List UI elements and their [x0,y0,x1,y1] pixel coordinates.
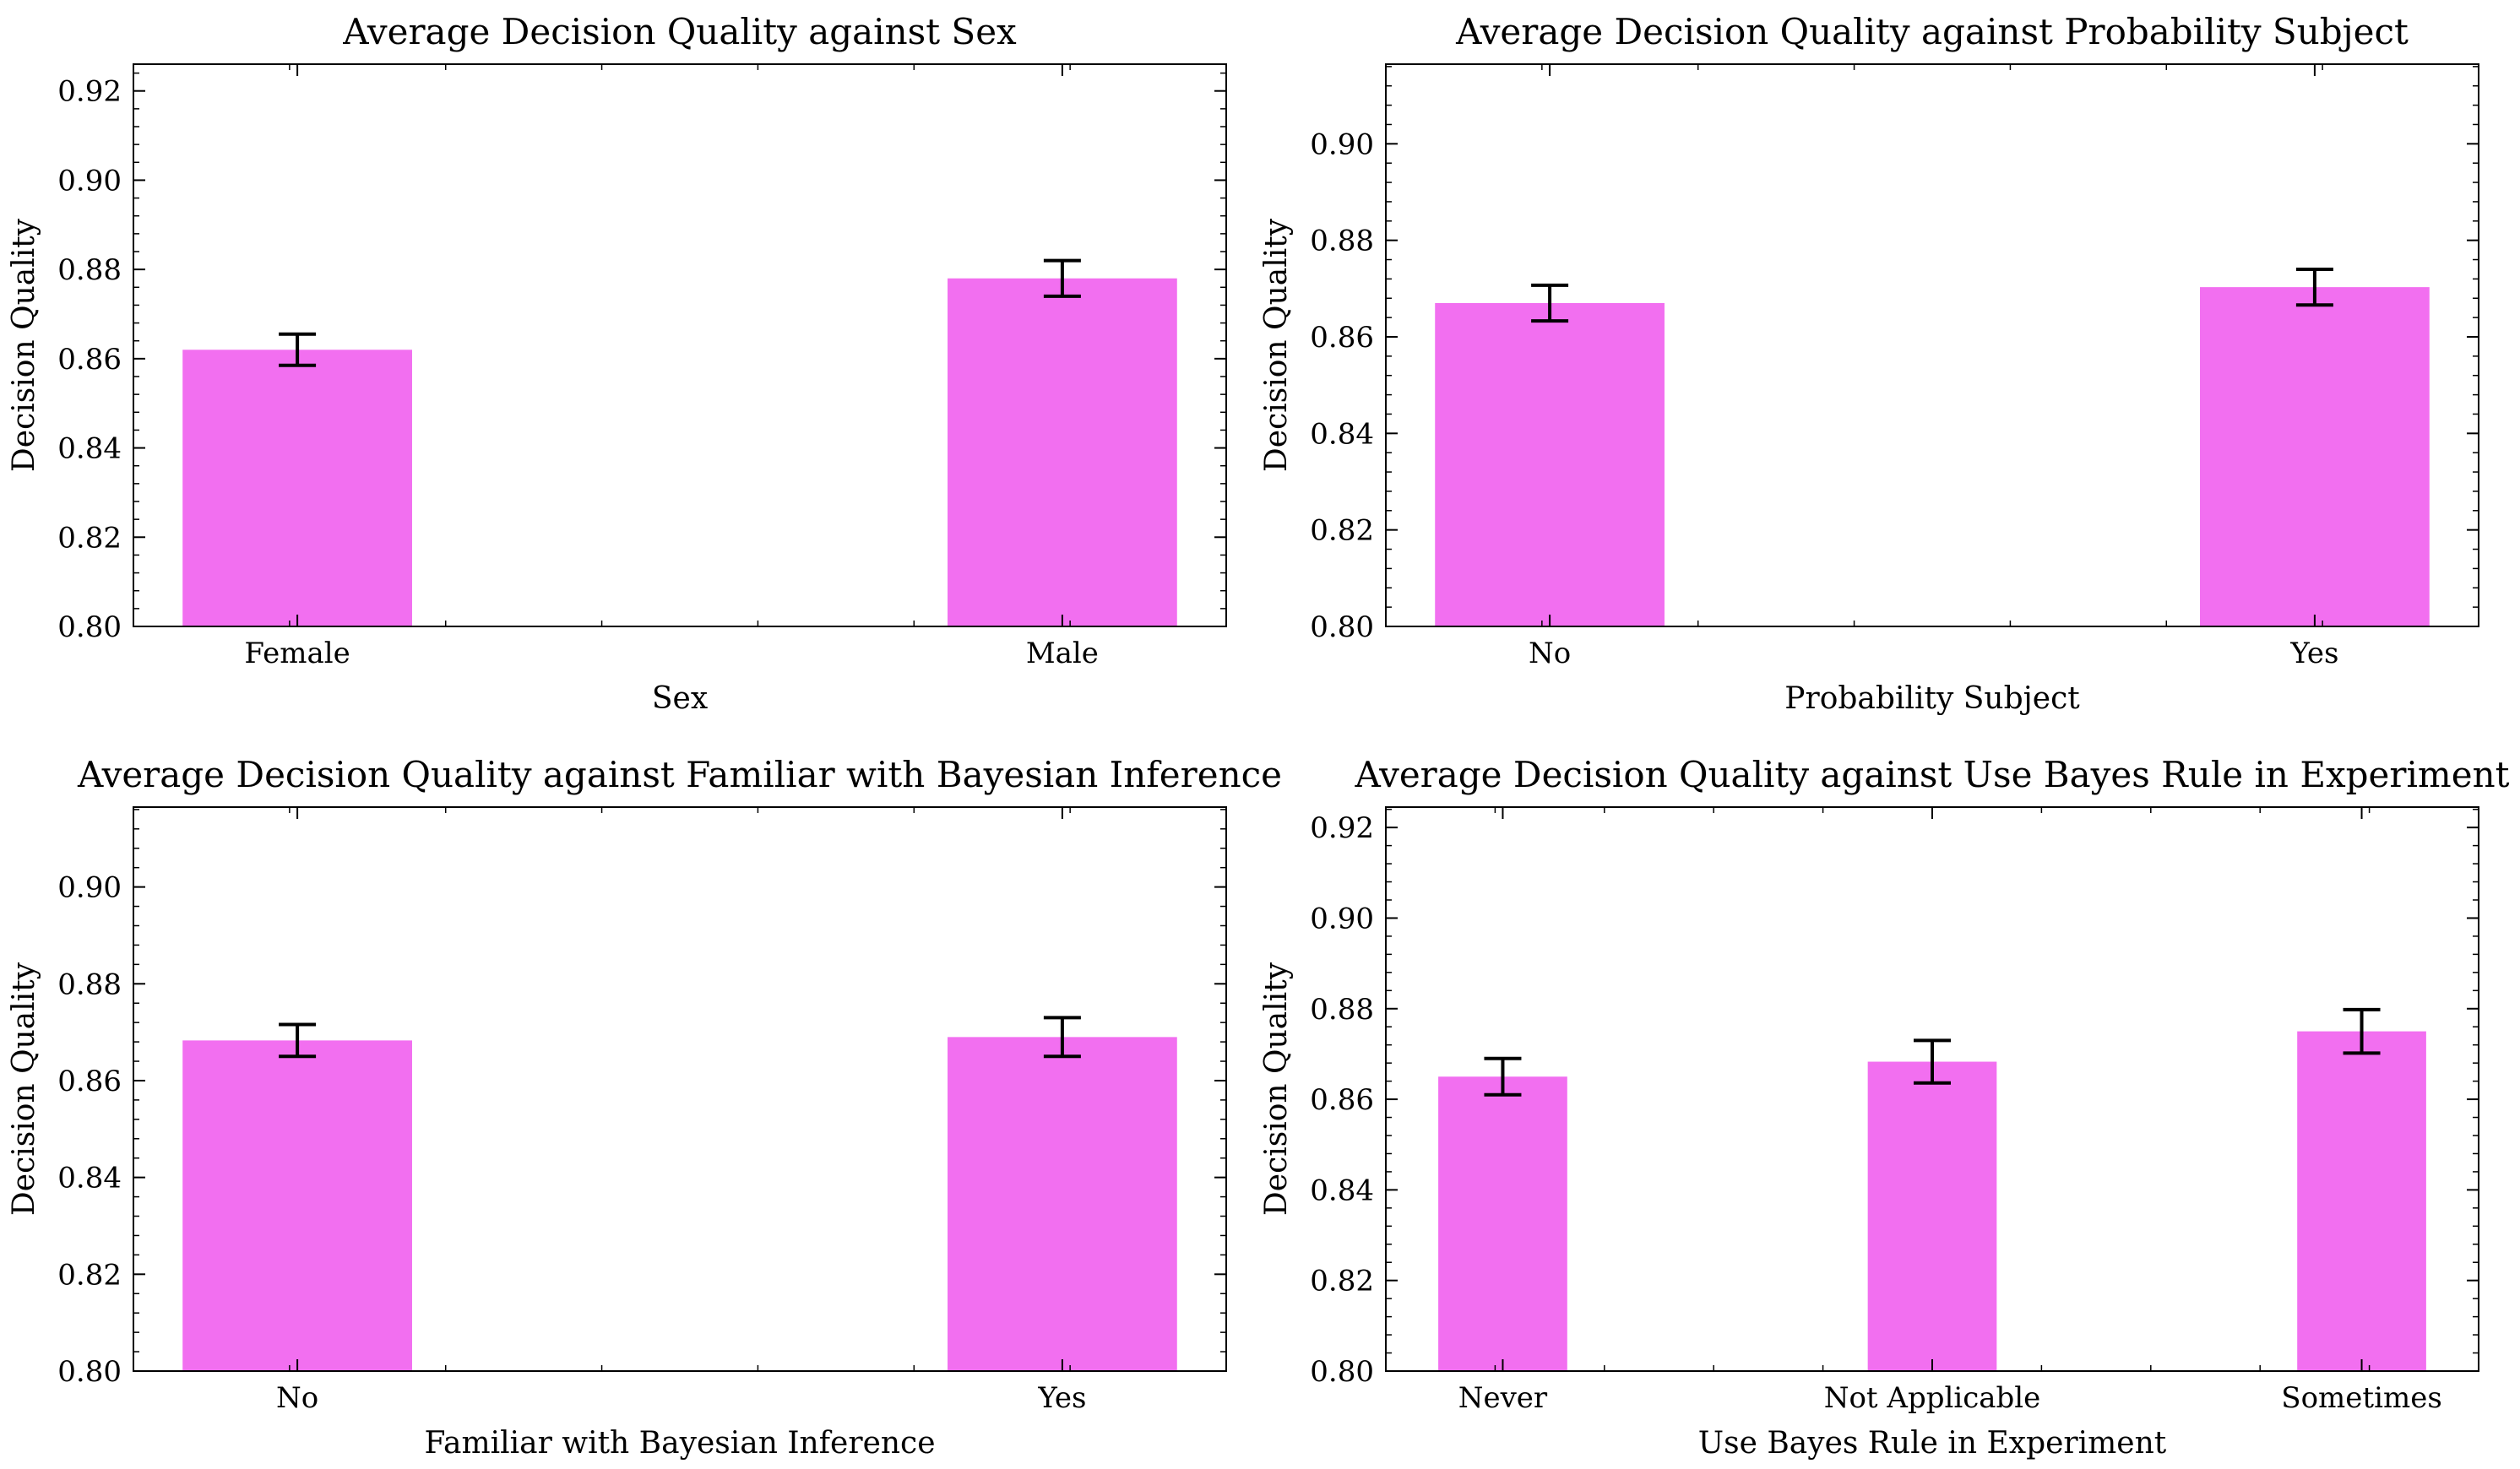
bar-no [182,1040,412,1371]
error-bar [1484,1056,1522,1097]
y-tick-label: 0.82 [1310,514,1374,548]
chart-title: Average Decision Quality against Familia… [77,754,1282,795]
y-axis-label: Decision Quality [7,962,41,1216]
y-tick-label: 0.84 [57,432,122,466]
error-bar [2295,267,2333,307]
y-tick-label: 0.88 [1310,993,1374,1027]
error-bar [2343,1007,2381,1055]
y-tick-label: 0.92 [57,75,122,109]
bar-sometimes [2297,1031,2426,1371]
bar-not-applicable [1867,1061,1997,1371]
axes-frame [1385,63,2479,627]
y-tick-label: 0.82 [57,521,122,555]
chart-title: Average Decision Quality against Probabi… [1455,11,2409,52]
y-tick-label: 0.90 [57,871,122,905]
axes-frame [1385,806,2479,1372]
axes-frame [133,63,1227,627]
error-bar [1531,283,1569,323]
x-axis-label: Use Bayes Rule in Experiment [1698,1426,2167,1461]
x-tick-label: No [276,1381,318,1415]
y-tick-label: 0.80 [1310,1355,1374,1389]
y-tick-label: 0.80 [57,1355,122,1389]
y-tick-label: 0.88 [1310,225,1374,258]
bar-yes [2200,287,2430,626]
x-axis-label: Probability Subject [1784,681,2080,716]
x-tick-label: No [1529,637,1571,670]
y-tick-label: 0.90 [57,164,122,198]
x-tick-label: Yes [1037,1381,1086,1415]
y-tick-label: 0.90 [1310,902,1374,935]
chart-panel-3: No Yes 0.80 0.82 0.84 0.86 0.88 0.90 Average Dec… [7,754,1282,1461]
y-tick-label: 0.92 [1310,811,1374,845]
chart-panel-2: No Yes 0.80 0.82 0.84 0.86 0.88 0.90 Average Dec… [1259,11,2479,716]
bar-yes [948,1037,1177,1371]
y-tick-label: 0.82 [57,1258,122,1292]
y-tick-label: 0.86 [57,343,122,377]
y-tick-label: 0.88 [57,968,122,1001]
bar-female [182,350,412,626]
x-tick-label: Never [1458,1381,1548,1415]
y-tick-label: 0.80 [1310,610,1374,644]
y-axis-label: Decision Quality [1259,962,1294,1216]
error-bar [279,1022,317,1059]
error-bar [1043,1016,1081,1059]
y-axis-label: Decision Quality [7,218,41,472]
y-tick-label: 0.86 [1310,321,1374,355]
x-tick-label: Male [1026,637,1099,670]
chart-title: Average Decision Quality against Use Bay… [1354,754,2509,795]
y-tick-label: 0.90 [1310,127,1374,161]
y-axis-label: Decision Quality [1259,218,1294,472]
axes-frame [133,806,1227,1372]
y-tick-label: 0.86 [57,1065,122,1098]
bar-male [948,278,1177,626]
x-axis-label: Sex [652,681,708,716]
bar-never [1438,1076,1567,1371]
x-tick-label: Yes [2289,637,2338,670]
y-tick-label: 0.82 [1310,1265,1374,1298]
x-axis-label: Familiar with Bayesian Inference [424,1426,935,1461]
chart-title: Average Decision Quality against Sex [342,11,1017,52]
error-bar [279,332,317,367]
bar-no [1435,302,1665,626]
error-bar [1914,1038,1951,1085]
chart-panel-1: Female Male 0.80 0.82 0.84 0.86 0.88 0.90 0.92 Av… [7,11,1227,716]
x-tick-label: Sometimes [2281,1381,2441,1415]
x-tick-label: Not Applicable [1824,1381,2041,1415]
y-tick-label: 0.84 [1310,1174,1374,1207]
y-tick-label: 0.84 [1310,417,1374,451]
error-bar [1043,258,1081,298]
x-tick-label: Female [244,637,350,670]
chart-panel-4: Never Not Applicable Sometimes 0.80 0.82 0.84… [1259,754,2510,1461]
y-tick-label: 0.80 [57,610,122,644]
y-tick-label: 0.84 [57,1162,122,1195]
y-tick-label: 0.88 [57,253,122,287]
y-tick-label: 0.86 [1310,1083,1374,1117]
